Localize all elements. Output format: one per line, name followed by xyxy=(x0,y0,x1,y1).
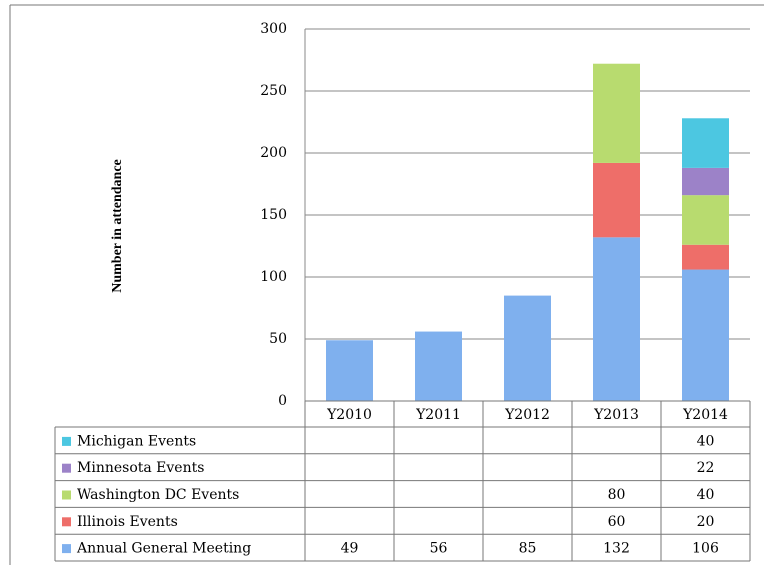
y-tick-label: 200 xyxy=(260,145,287,161)
x-tick-label: Y2014 xyxy=(682,407,728,423)
legend-swatch xyxy=(62,490,71,500)
legend-swatch xyxy=(62,463,71,473)
table-value: 40 xyxy=(697,487,715,503)
y-tick-label: 300 xyxy=(260,21,287,37)
legend-label: Annual General Meeting xyxy=(76,541,251,557)
table-value: 56 xyxy=(430,541,448,557)
bar-segment xyxy=(504,295,551,401)
legend-label: Michigan Events xyxy=(77,433,196,449)
legend-swatch xyxy=(62,517,71,527)
table-value: 20 xyxy=(697,514,715,530)
bar-segment xyxy=(593,63,640,163)
y-tick-label: 0 xyxy=(278,393,287,409)
bar-segment xyxy=(682,195,729,245)
table-value: 85 xyxy=(519,541,537,557)
bar-segment xyxy=(326,340,373,401)
legend-label: Washington DC Events xyxy=(77,487,239,503)
bar-segment xyxy=(415,331,462,401)
legend-swatch xyxy=(62,436,71,446)
bar-segment xyxy=(593,162,640,238)
y-axis-label: Number in attendance xyxy=(110,159,125,293)
table-value: 80 xyxy=(608,487,626,503)
y-tick-label: 100 xyxy=(260,269,287,285)
bar-segment xyxy=(682,118,729,168)
x-tick-label: Y2011 xyxy=(415,407,461,423)
x-tick-label: Y2012 xyxy=(504,407,550,423)
table-value: 60 xyxy=(608,514,626,530)
bar-segment xyxy=(682,244,729,270)
x-tick-label: Y2010 xyxy=(326,407,372,423)
legend-label: Minnesota Events xyxy=(77,460,204,476)
y-tick-label: 250 xyxy=(260,83,287,99)
table-value: 40 xyxy=(697,433,715,449)
y-tick-label: 50 xyxy=(269,331,287,347)
bar-segment xyxy=(682,167,729,196)
y-tick-label: 150 xyxy=(260,207,287,223)
legend-swatch xyxy=(62,544,71,554)
x-tick-label: Y2013 xyxy=(593,407,639,423)
legend-label: Illinois Events xyxy=(77,514,178,530)
table-value: 106 xyxy=(692,541,719,557)
table-value: 132 xyxy=(603,541,630,557)
table-value: 22 xyxy=(697,460,715,476)
bar-segment xyxy=(593,237,640,401)
table-value: 49 xyxy=(341,541,359,557)
bar-segment xyxy=(682,269,729,401)
